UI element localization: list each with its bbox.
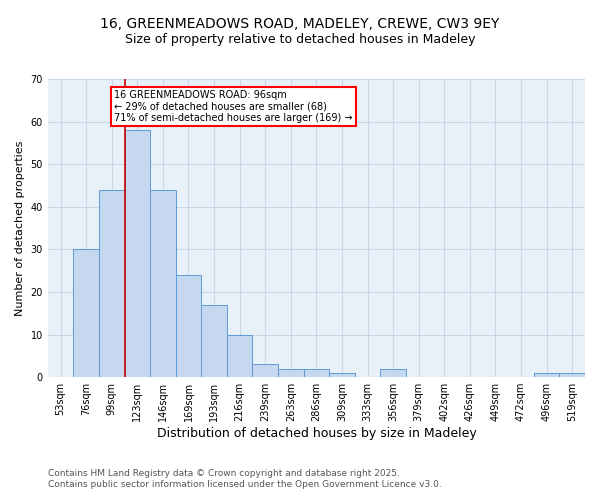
Text: Contains public sector information licensed under the Open Government Licence v3: Contains public sector information licen… bbox=[48, 480, 442, 489]
Bar bbox=[253, 364, 278, 377]
Bar bbox=[227, 334, 253, 377]
Bar bbox=[125, 130, 150, 377]
Y-axis label: Number of detached properties: Number of detached properties bbox=[15, 140, 25, 316]
X-axis label: Distribution of detached houses by size in Madeley: Distribution of detached houses by size … bbox=[157, 427, 476, 440]
Bar bbox=[559, 373, 585, 377]
Bar bbox=[380, 368, 406, 377]
Text: 16, GREENMEADOWS ROAD, MADELEY, CREWE, CW3 9EY: 16, GREENMEADOWS ROAD, MADELEY, CREWE, C… bbox=[100, 18, 500, 32]
Text: Size of property relative to detached houses in Madeley: Size of property relative to detached ho… bbox=[125, 32, 475, 46]
Bar bbox=[176, 275, 201, 377]
Bar bbox=[99, 190, 125, 377]
Text: 16 GREENMEADOWS ROAD: 96sqm
← 29% of detached houses are smaller (68)
71% of sem: 16 GREENMEADOWS ROAD: 96sqm ← 29% of det… bbox=[115, 90, 353, 123]
Text: Contains HM Land Registry data © Crown copyright and database right 2025.: Contains HM Land Registry data © Crown c… bbox=[48, 468, 400, 477]
Bar bbox=[73, 250, 99, 377]
Bar bbox=[329, 373, 355, 377]
Bar bbox=[150, 190, 176, 377]
Bar bbox=[304, 368, 329, 377]
Bar bbox=[534, 373, 559, 377]
Bar bbox=[201, 305, 227, 377]
Bar bbox=[278, 368, 304, 377]
